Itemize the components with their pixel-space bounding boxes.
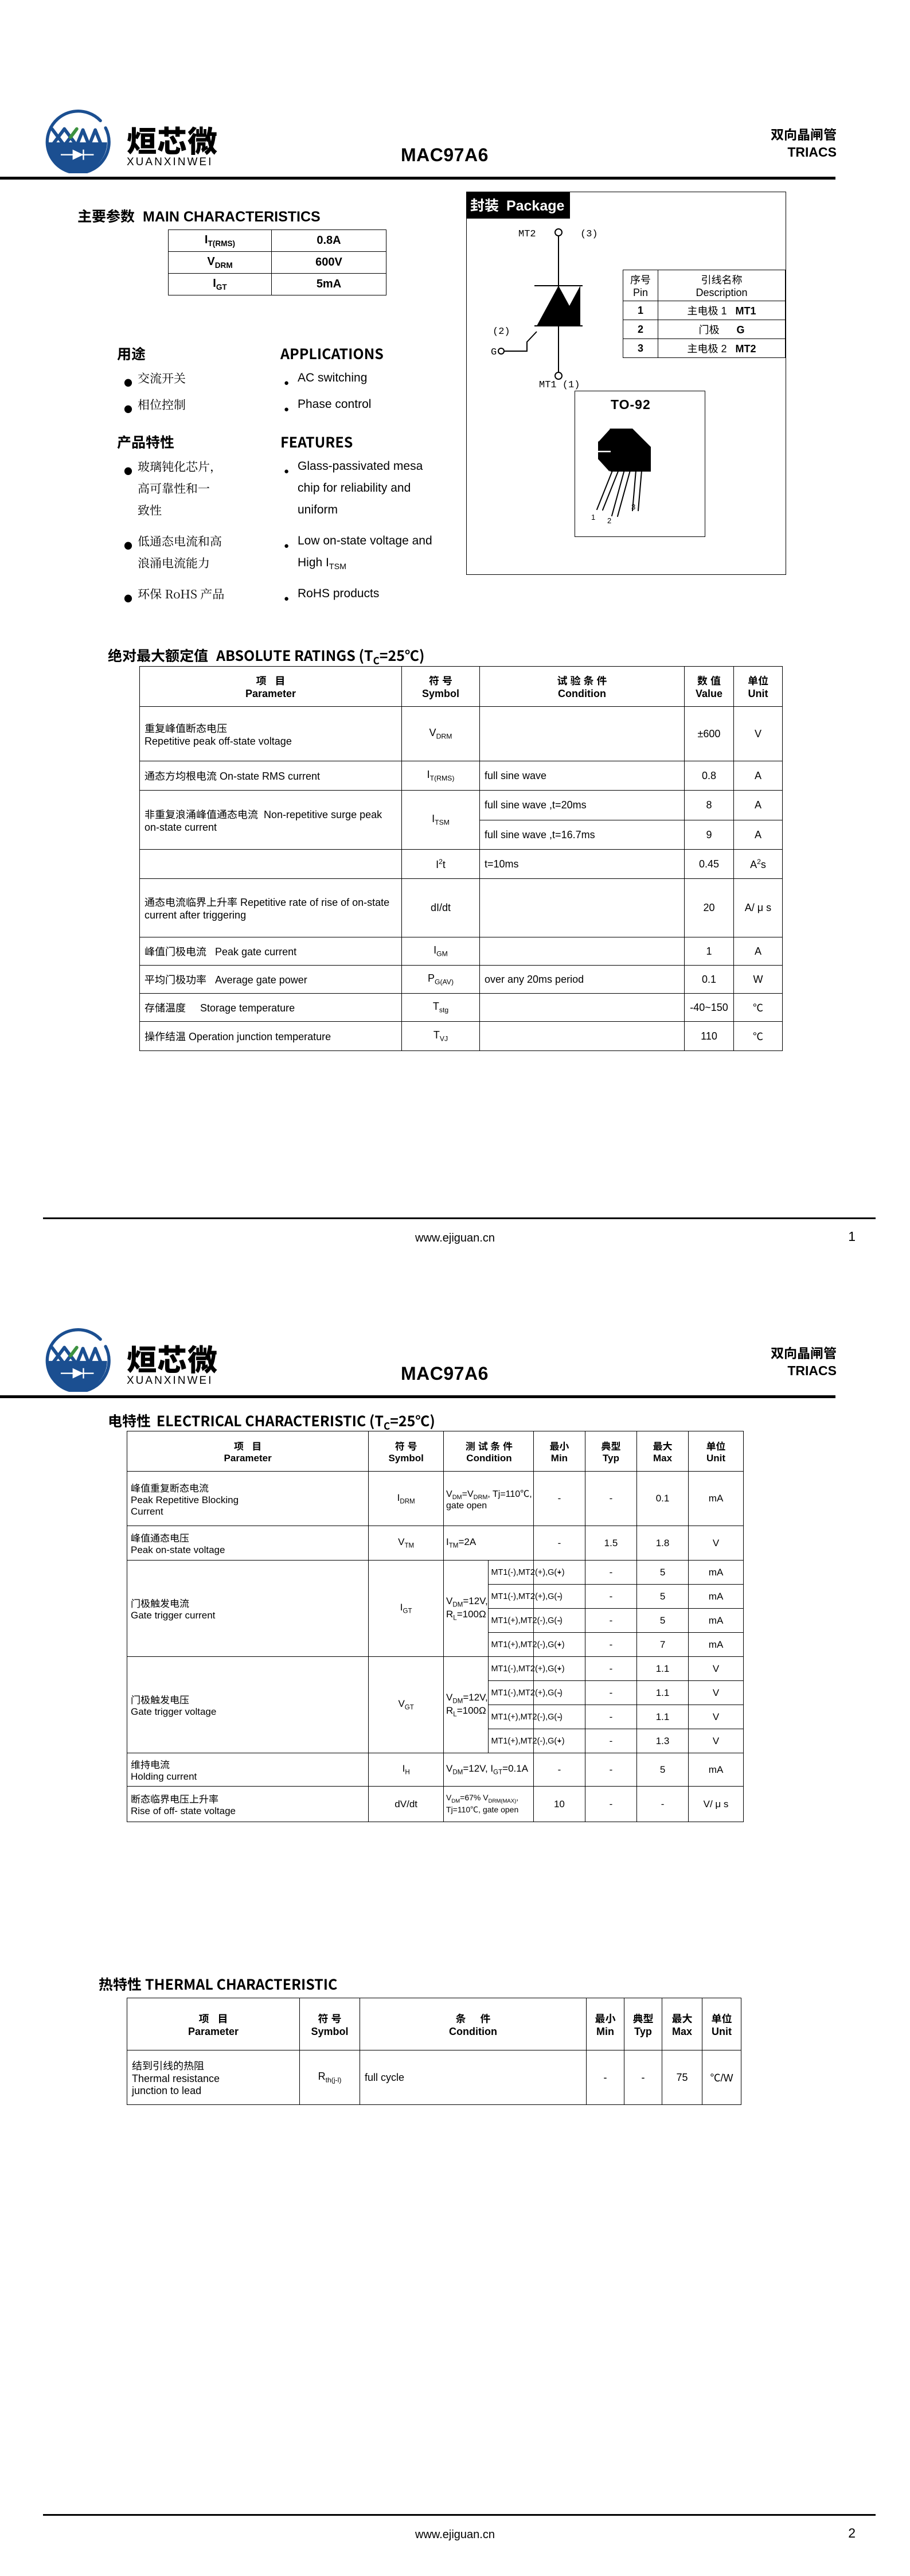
svg-text:(3): (3) xyxy=(580,229,598,240)
svg-text:MT2: MT2 xyxy=(518,229,536,240)
svg-text:(2): (2) xyxy=(493,326,510,337)
